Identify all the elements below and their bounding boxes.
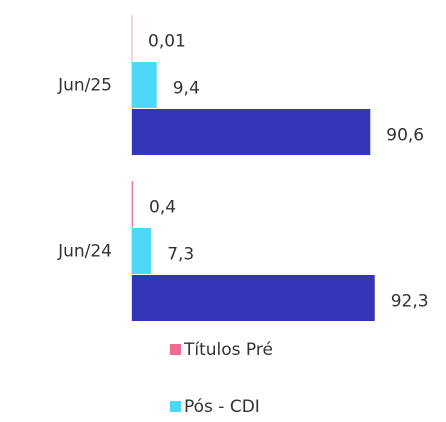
legend-label: Títulos Pré <box>183 340 273 360</box>
value-label: 92,3 <box>391 292 429 312</box>
legend-swatch <box>170 344 181 355</box>
value-label: 0,4 <box>149 198 176 218</box>
value-label: 9,4 <box>173 79 200 99</box>
bar <box>132 275 375 321</box>
y-tick-label: Jun/25 <box>57 76 112 96</box>
bar <box>132 228 151 274</box>
y-tick-label: Jun/24 <box>57 242 112 262</box>
legend-label: Pós - CDI <box>184 397 260 417</box>
legend-swatch <box>170 401 181 412</box>
value-label: 0,01 <box>148 32 186 52</box>
bar <box>132 181 133 227</box>
value-label: 7,3 <box>167 245 194 265</box>
bar <box>132 109 370 155</box>
bar <box>132 62 157 108</box>
value-label: 90,6 <box>386 126 424 146</box>
